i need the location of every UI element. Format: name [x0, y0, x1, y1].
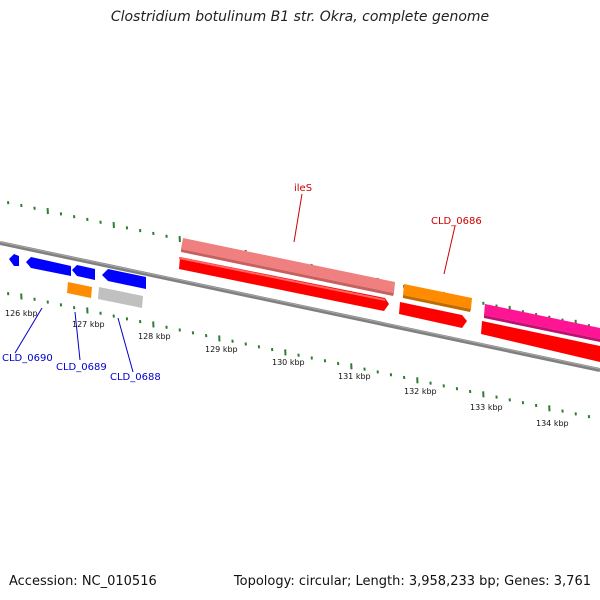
gene-CLD_0689-orange[interactable]	[67, 282, 92, 298]
tick-label: 133 kbp	[470, 403, 503, 412]
gene-magenta-edge	[484, 315, 600, 342]
tick-label: 132 kbp	[404, 387, 437, 396]
tick-label: 128 kbp	[138, 332, 171, 341]
genome-summary-text: Topology: circular; Length: 3,958,233 bp…	[233, 574, 591, 589]
forward-strand-genes	[9, 238, 600, 342]
inner-tick-ring	[7, 292, 591, 419]
gene-label-CLD_0689[interactable]: CLD_0689	[56, 362, 107, 373]
reverse-strand-genes	[67, 257, 600, 362]
tick-label: 127 kbp	[72, 320, 105, 329]
gene-blue-1[interactable]	[26, 257, 71, 276]
tick-label: 129 kbp	[205, 345, 238, 354]
gene-CLD_0686-edge	[403, 295, 471, 312]
tick-label: 130 kbp	[272, 358, 305, 367]
gene-ileS-edge	[181, 249, 394, 296]
gene-labels: CLD_0690 CLD_0689 CLD_0688 ileS CLD_0686	[2, 183, 482, 383]
gene-label-ileS[interactable]: ileS	[294, 183, 312, 194]
label-leaders	[14, 193, 456, 373]
gene-label-CLD_0688[interactable]: CLD_0688	[110, 372, 161, 383]
gene-blue-3[interactable]	[102, 269, 146, 289]
genome-backbone-highlight	[0, 241, 600, 370]
tick-label: 126 kbp	[5, 309, 38, 318]
gene-blue-small[interactable]	[9, 254, 19, 266]
gene-CLD_0686[interactable]	[403, 284, 472, 309]
gene-ileS[interactable]	[181, 238, 395, 293]
gene-red-2[interactable]	[399, 302, 467, 328]
gene-blue-2[interactable]	[72, 265, 95, 280]
genome-backbone	[0, 241, 600, 372]
gene-label-CLD_0690[interactable]: CLD_0690	[2, 353, 53, 364]
tick-label: 131 kbp	[338, 372, 371, 381]
gene-CLD_0688-gray[interactable]	[98, 287, 143, 308]
gene-label-CLD_0686[interactable]: CLD_0686	[431, 216, 482, 227]
tick-label: 134 kbp	[536, 419, 569, 428]
gene-red-1[interactable]	[179, 257, 389, 311]
tick-labels: 126 kbp 127 kbp 128 kbp 129 kbp 130 kbp …	[5, 309, 569, 428]
gene-magenta[interactable]	[484, 304, 600, 339]
gene-red-3[interactable]	[481, 321, 600, 362]
gene-red-1-edge	[179, 257, 385, 301]
map-title: Clostridium botulinum B1 str. Okra, comp…	[110, 9, 490, 25]
accession-text: Accession: NC_010516	[9, 574, 157, 589]
